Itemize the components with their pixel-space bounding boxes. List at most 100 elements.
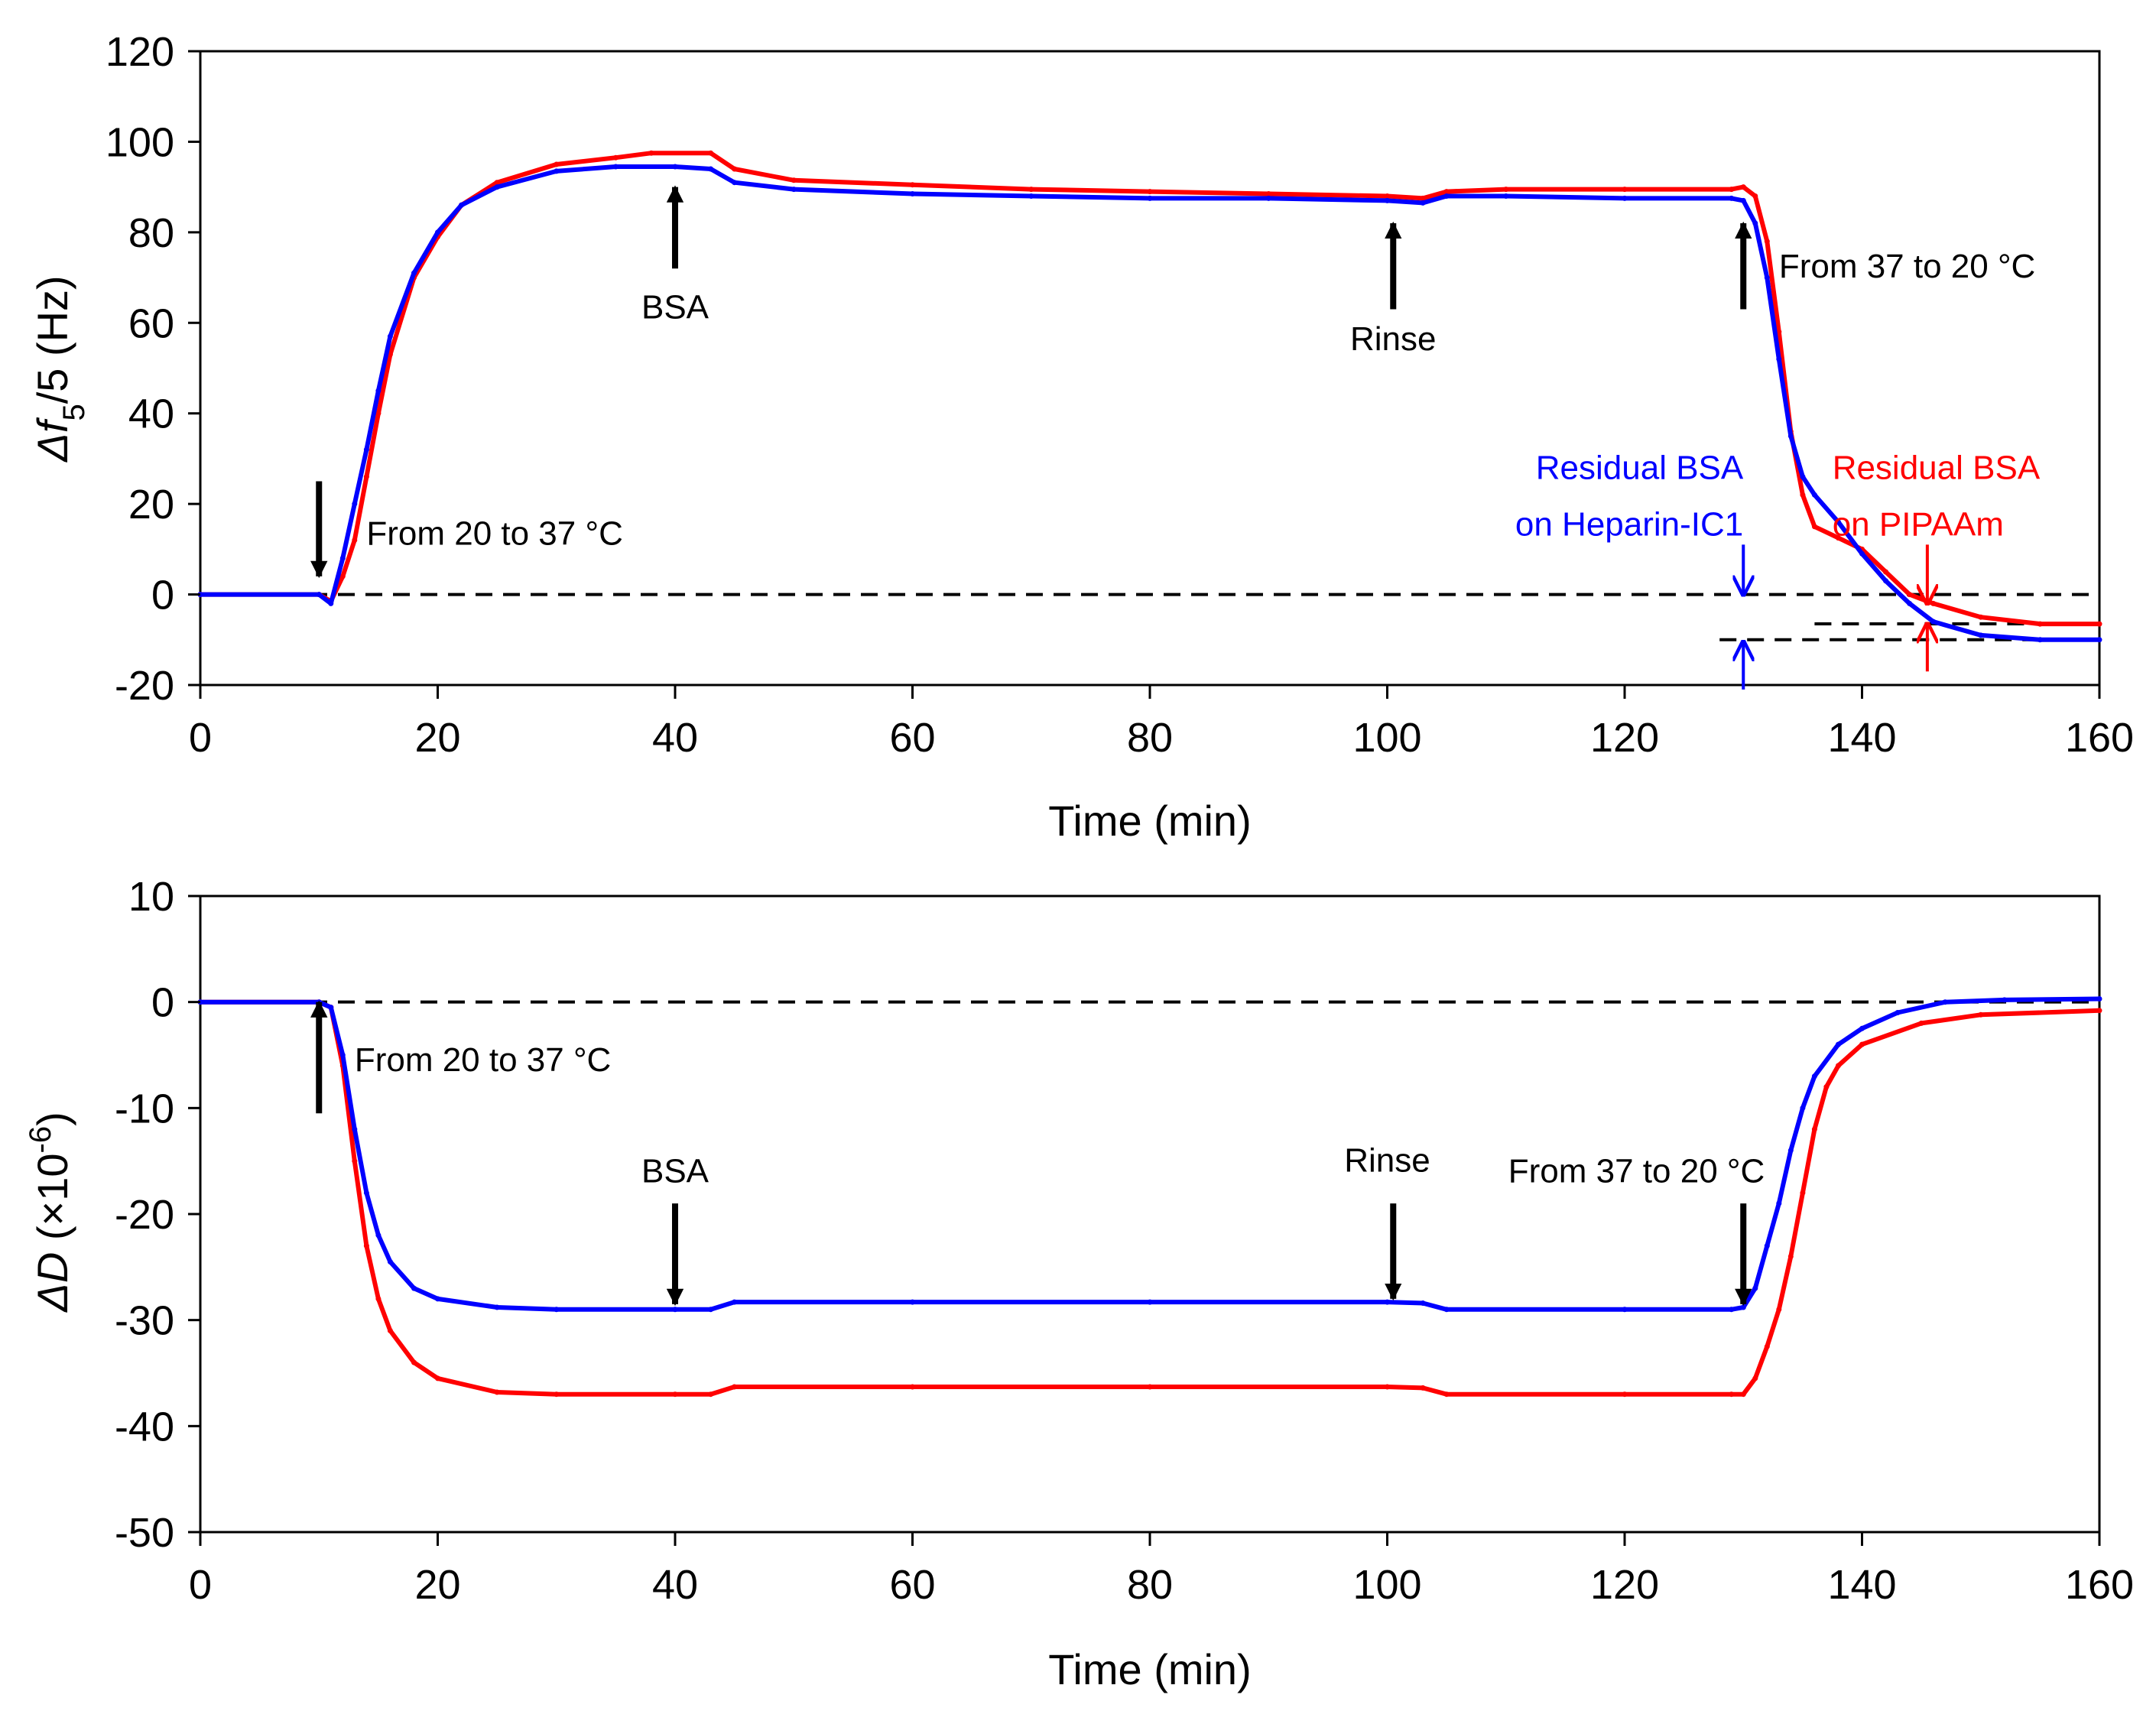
top-x-axis-title: Time (min) [1048,797,1251,845]
top-point-pipaam-33 [1800,492,1806,498]
top-x-tick-label-0: 0 [189,715,212,761]
bottom-point-pipaam-28 [1811,1126,1817,1132]
bottom-x-tick-label-7: 140 [1827,1562,1896,1608]
bottom-point-pipaam-15 [910,1384,915,1390]
bottom-point-pipaam-32 [1918,1020,1924,1026]
top-point-heparin-ic1-10 [459,202,464,208]
top-point-pipaam-19 [1028,187,1034,193]
top-series-layer [197,150,2102,643]
bottom-point-pipaam-6 [375,1296,382,1302]
bottom-y-ticks: -50 -40 -30 -20 -10 0 10 [115,874,200,1556]
top-point-heparin-ic1-41 [2037,637,2043,643]
bottom-point-pipaam-27 [1800,1190,1806,1196]
top-y-axis-title: Δf5/5 (Hz) [28,275,91,463]
bottom-point-heparin-ic1-25 [1776,1200,1782,1206]
bottom-point-pipaam-29 [1823,1084,1830,1090]
top-point-pipaam-12 [554,161,560,167]
bottom-x-tick-label-0: 0 [189,1562,212,1608]
top-point-pipaam-20 [1147,189,1153,195]
bottom-point-heparin-ic1-4 [352,1126,358,1132]
top-y-tick-label-1: 0 [151,573,174,618]
top-x-tick-label-3: 60 [889,715,935,761]
bottom-point-heparin-ic1-11 [554,1307,560,1313]
top-point-pipaam-15 [708,150,714,156]
top-annotation-4: Residual BSA [1536,450,1744,487]
top-point-pipaam-14 [648,150,654,156]
top-arrows [310,185,1927,690]
top-x-ticks: 0 20 40 60 80 100 120 140 160 [189,685,2134,761]
top-annotations: From 20 to 37 °C BSA Rinse From 37 to 20 °C… [366,248,2040,552]
top-point-heparin-ic1-8 [411,270,417,276]
bottom-point-heparin-ic1-16 [1147,1299,1153,1305]
top-reference-lines [200,593,2099,641]
bottom-point-pipaam-10 [494,1389,500,1395]
top-point-pipaam-18 [910,182,915,188]
bottom-point-pipaam-25 [1776,1307,1782,1313]
bottom-point-heparin-ic1-33 [2002,997,2008,1003]
bottom-point-pipaam-22 [1740,1391,1746,1398]
top-point-heparin-ic1-3 [339,555,346,561]
top-annotation-2: Rinse [1350,320,1437,358]
top-point-heparin-ic1-4 [352,501,358,507]
bottom-point-heparin-ic1-22 [1740,1304,1746,1310]
bottom-point-pipaam-34 [2096,1008,2102,1014]
top-series-line-heparin-ic1 [198,164,2102,642]
bottom-point-heparin-ic1-13 [708,1307,714,1313]
top-x-tick-label-7: 140 [1827,715,1896,761]
top-point-heparin-ic1-38 [1907,600,1913,606]
top-x-tick-label-5: 100 [1352,715,1421,761]
bottom-y-tick-label-4: -10 [115,1086,174,1131]
top-point-heparin-ic1-2 [328,600,334,606]
top-point-heparin-ic1-25 [1503,193,1509,199]
top-point-pipaam-30 [1764,239,1770,245]
top-point-pipaam-37 [1883,569,1888,575]
bottom-point-pipaam-26 [1787,1254,1794,1259]
top-point-heparin-ic1-29 [1752,220,1758,226]
top-point-heparin-ic1-42 [2096,637,2102,643]
top-point-pipaam-24 [1443,189,1450,195]
bottom-point-heparin-ic1-12 [672,1307,678,1313]
bottom-point-pipaam-8 [411,1359,417,1365]
top-point-heparin-ic1-7 [387,333,393,339]
top-point-pipaam-25 [1503,187,1509,193]
bottom-x-tick-label-6: 120 [1590,1562,1659,1608]
top-x-tick-label-8: 160 [2065,715,2134,761]
bottom-point-pipaam-21 [1729,1391,1735,1398]
bottom-point-heparin-ic1-31 [1895,1010,1901,1015]
top-point-heparin-ic1-12 [554,168,560,174]
top-point-heparin-ic1-13 [612,164,619,170]
top-point-pipaam-23 [1420,195,1426,201]
bottom-y-tick-label-6: 10 [128,874,174,920]
top-point-heparin-ic1-17 [791,187,797,193]
bottom-point-heparin-ic1-27 [1800,1105,1806,1111]
bottom-point-heparin-ic1-9 [435,1296,440,1302]
top-point-heparin-ic1-11 [494,184,500,190]
bottom-point-heparin-ic1-14 [732,1299,738,1305]
bottom-plot-frame [199,894,2101,1534]
top-point-pipaam-11 [494,180,500,186]
top-x-tick-label-1: 20 [414,715,460,761]
top-y-tick-label-4: 60 [128,300,174,346]
top-panel: 0 20 40 60 80 100 120 140 160 -20 0 20 40 60 80 100 120… [28,29,2134,845]
bottom-point-heparin-ic1-5 [363,1190,369,1196]
top-series-pipaam [197,150,2102,627]
top-point-pipaam-35 [1836,535,1841,541]
bottom-point-heparin-ic1-7 [387,1258,393,1265]
top-point-pipaam-38 [1907,592,1913,598]
bottom-point-pipaam-4 [352,1158,358,1164]
top-annotation-7: on PIPAAm [1833,506,2004,544]
bottom-point-pipaam-12 [672,1391,678,1398]
top-point-pipaam-34 [1811,524,1817,530]
top-annotation-1: BSA [641,288,709,326]
top-point-heparin-ic1-23 [1420,200,1426,206]
top-point-heparin-ic1-22 [1385,197,1390,203]
bottom-x-axis-title: Time (min) [1048,1645,1251,1693]
top-point-pipaam-39 [1930,600,1937,606]
bottom-x-tick-label-5: 100 [1352,1562,1421,1608]
bottom-point-heparin-ic1-32 [1942,999,1948,1005]
bottom-series-pipaam [197,999,2102,1398]
bottom-point-pipaam-24 [1764,1343,1770,1349]
bottom-x-tick-label-1: 20 [414,1562,460,1608]
bottom-point-heparin-ic1-26 [1787,1148,1794,1154]
